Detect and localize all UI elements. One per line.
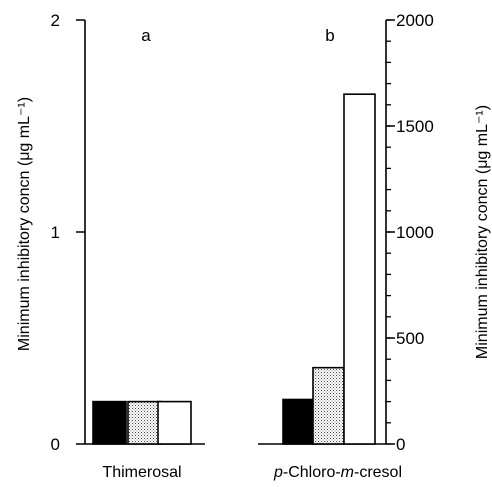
panel-b: 0 500 1000 1500 2000 b p-Chloro-m-cresol Min… (258, 11, 491, 481)
panel-a-bar-2 (127, 400, 162, 445)
panel-b-category-label: p-Chloro-m-cresol (273, 464, 402, 481)
panel-b-bar-2 (312, 366, 345, 445)
panel-a-bars (92, 400, 192, 445)
panel-a-tick-label: 0 (51, 435, 60, 454)
panel-b-tick-label: 500 (396, 329, 424, 348)
panel-a-bar-3 (157, 400, 192, 445)
panel-b-tick-label: 1000 (396, 223, 434, 242)
panel-a-label: a (141, 26, 151, 45)
panel-a: 0 1 2 a Thimerosal Minimum inhibitory conc… (16, 11, 205, 481)
panel-b-label: b (325, 26, 334, 45)
panel-b-bar-1 (282, 398, 315, 445)
panel-a-category-label: Thimerosal (102, 464, 181, 481)
panel-b-y-axis-title: Minimum inhibitory concn (μg mL⁻¹) (474, 105, 491, 359)
panel-a-y-axis-title: Minimum inhibitory concn (μg mL⁻¹) (16, 97, 33, 351)
panel-b-tick-label: 1500 (396, 117, 434, 136)
panel-a-ticks: 0 1 2 (51, 11, 85, 454)
panel-b-tick-label: 0 (396, 435, 405, 454)
panel-b-tick-label: 2000 (396, 11, 434, 30)
panel-b-ticks: 0 500 1000 1500 2000 (386, 11, 434, 454)
panel-a-bar-1 (92, 400, 127, 445)
panel-a-tick-label: 2 (51, 11, 60, 30)
panel-b-bars (282, 93, 376, 445)
panel-a-tick-label: 1 (51, 223, 60, 242)
panel-b-bar-3 (343, 93, 376, 445)
